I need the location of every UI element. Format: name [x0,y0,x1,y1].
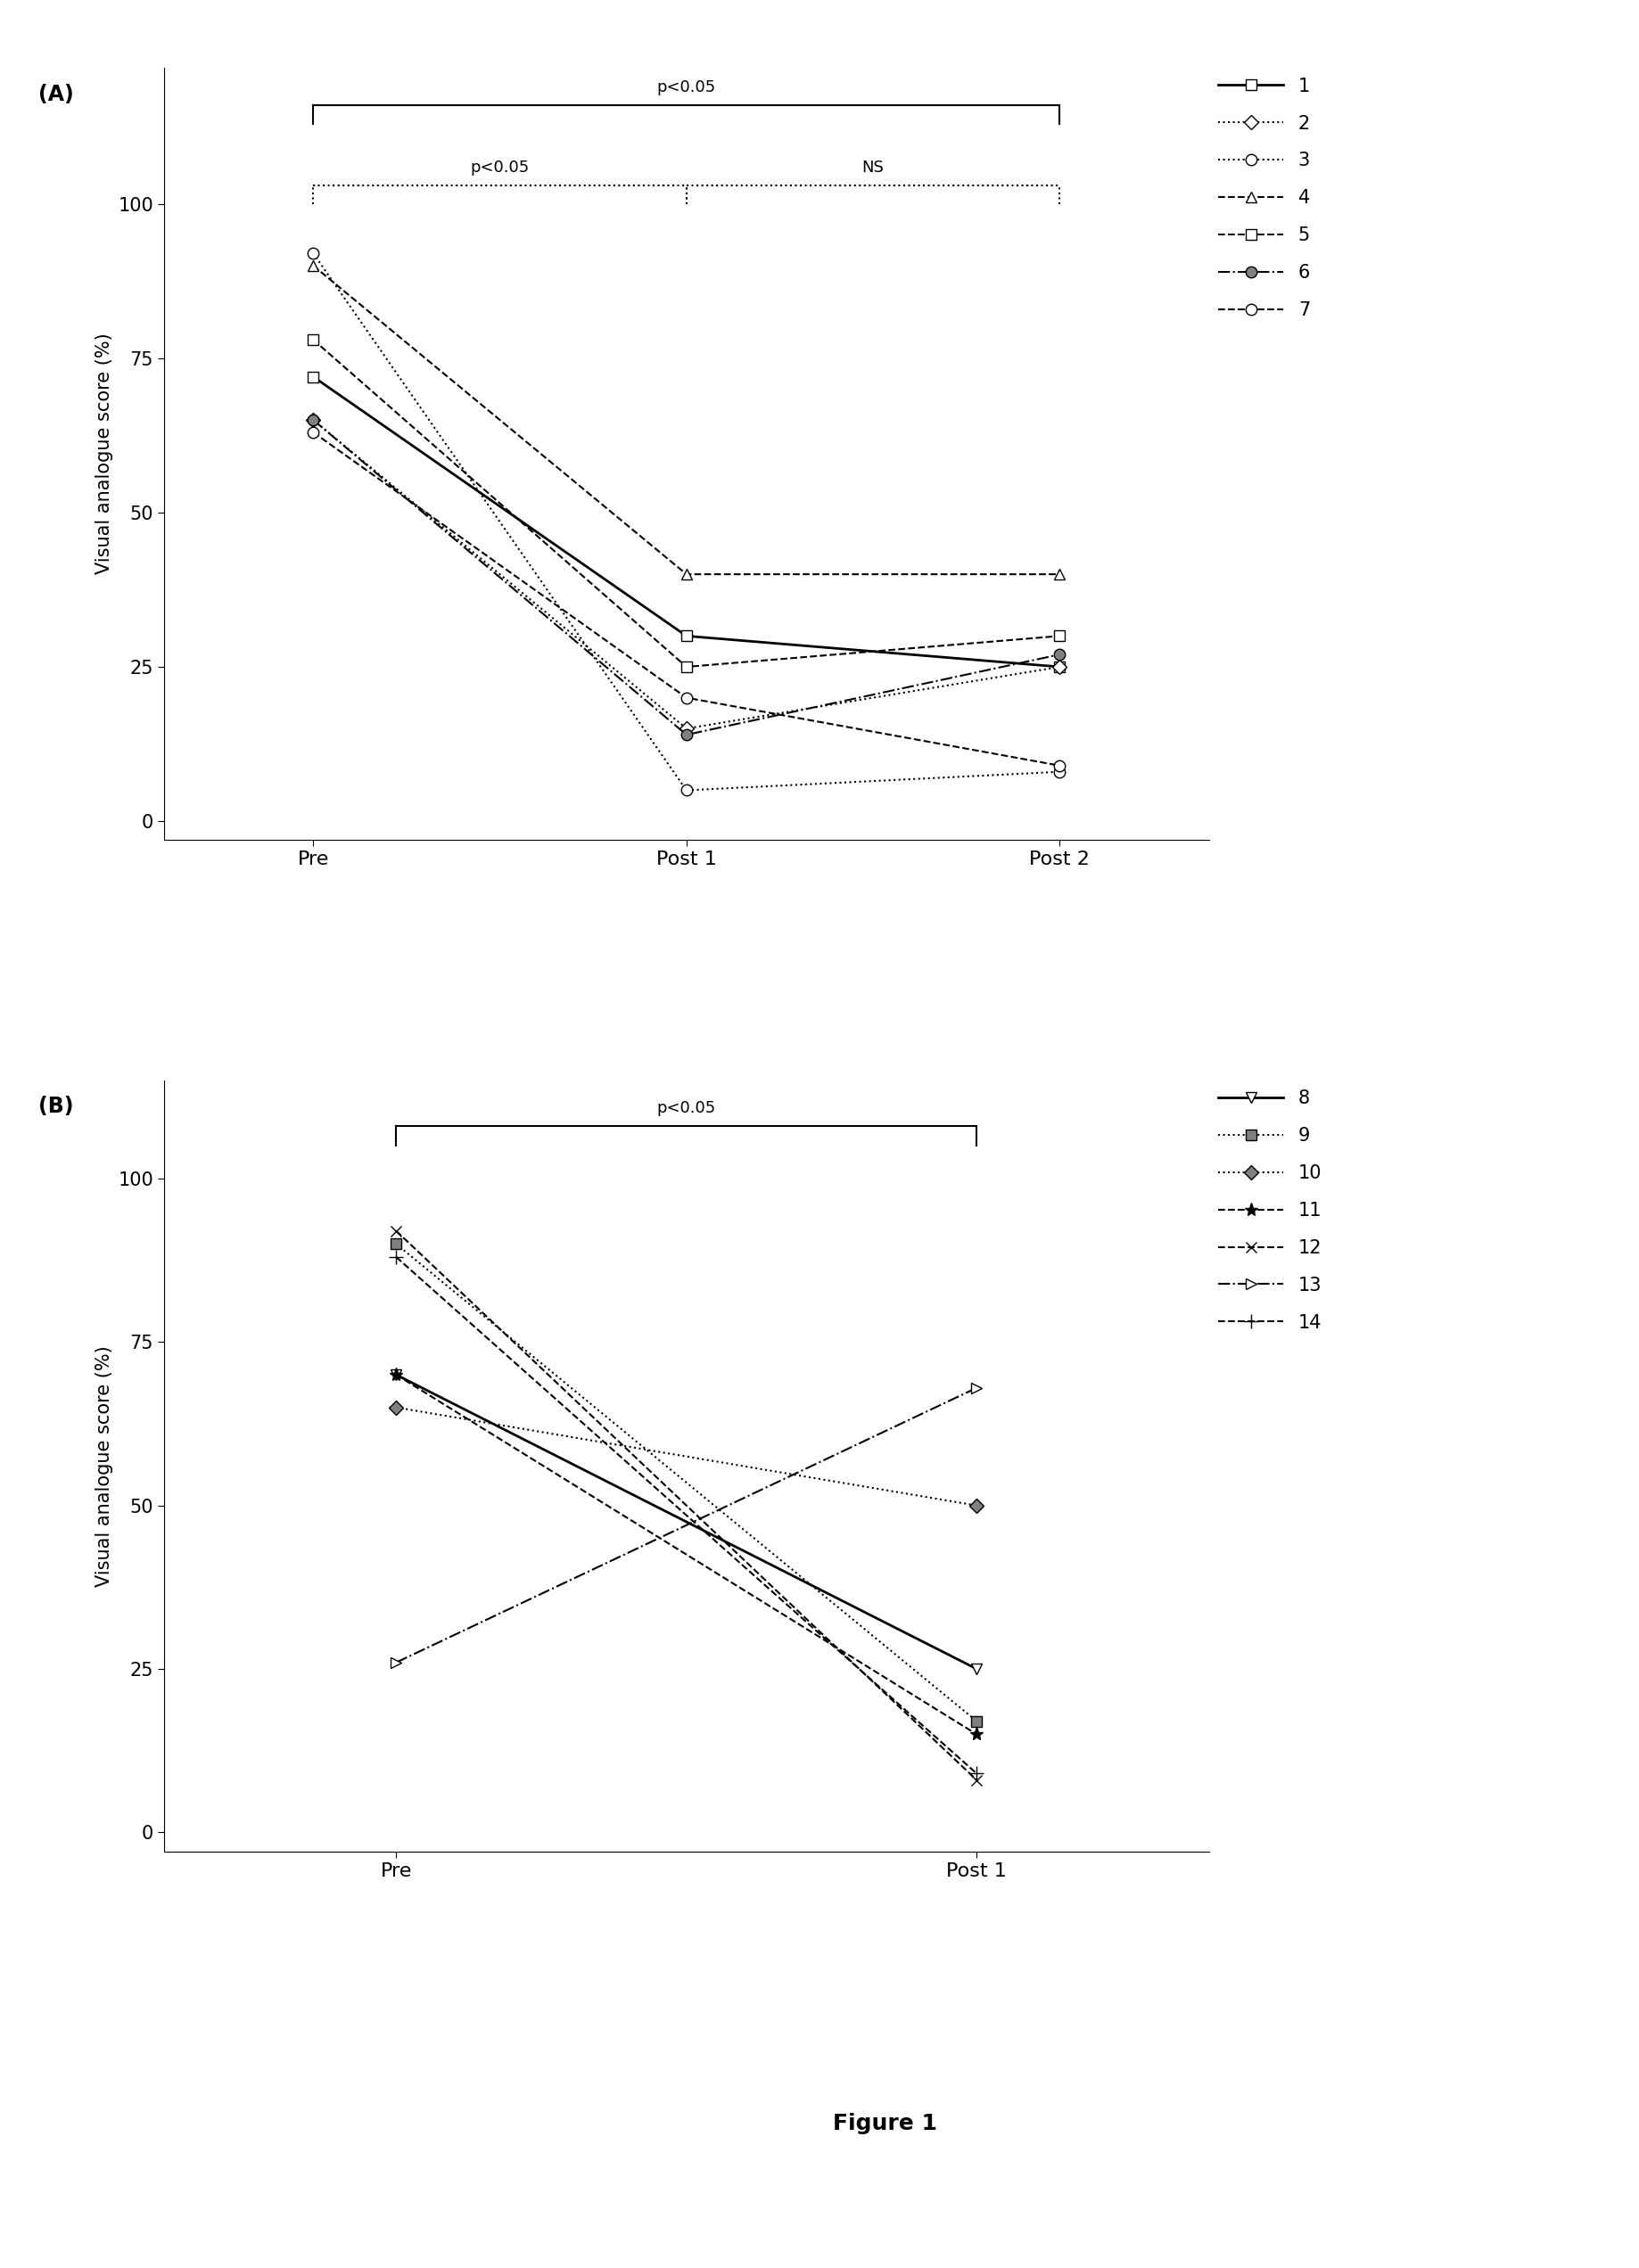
Text: (B): (B) [38,1095,74,1118]
Text: (A): (A) [38,84,74,104]
Text: Figure 1: Figure 1 [833,2114,938,2134]
Legend: 1, 2, 3, 4, 5, 6, 7: 1, 2, 3, 4, 5, 6, 7 [1218,77,1310,320]
Text: p<0.05: p<0.05 [470,161,529,177]
Text: p<0.05: p<0.05 [657,1100,716,1116]
Legend: 8, 9, 10, 11, 12, 13, 14: 8, 9, 10, 11, 12, 13, 14 [1218,1089,1323,1331]
Text: p<0.05: p<0.05 [657,79,716,95]
Text: NS: NS [862,161,883,177]
Y-axis label: Visual analogue score (%): Visual analogue score (%) [95,1345,113,1588]
Y-axis label: Visual analogue score (%): Visual analogue score (%) [95,333,113,574]
